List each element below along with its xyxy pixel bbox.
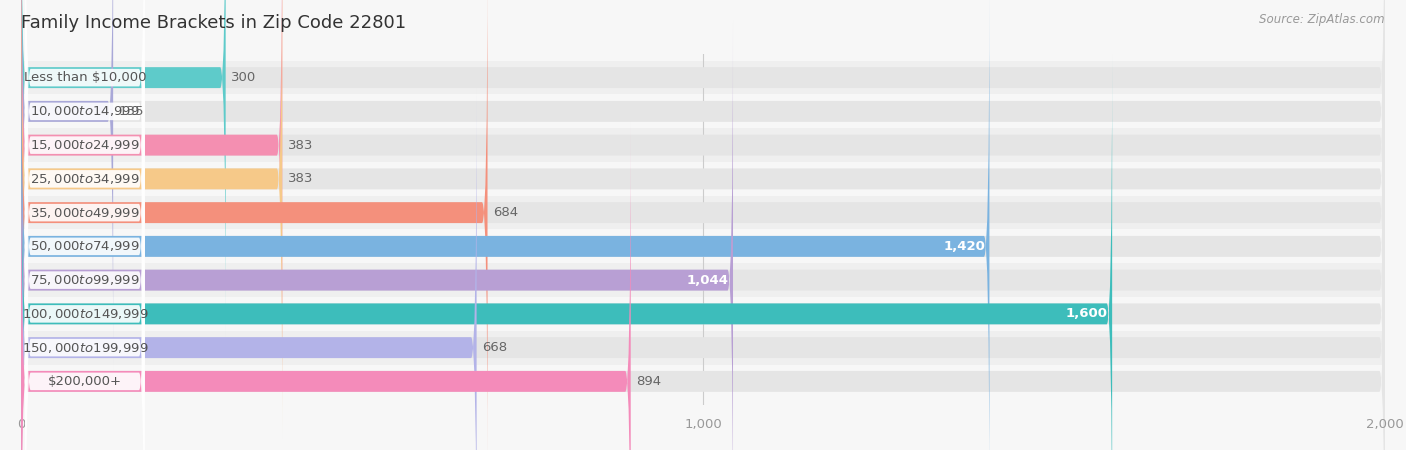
Bar — [21, 331, 1385, 364]
FancyBboxPatch shape — [21, 122, 1385, 450]
FancyBboxPatch shape — [21, 0, 488, 450]
Text: Less than $10,000: Less than $10,000 — [24, 71, 146, 84]
Text: 383: 383 — [288, 139, 314, 152]
FancyBboxPatch shape — [21, 88, 1385, 450]
Bar — [21, 263, 1385, 297]
FancyBboxPatch shape — [25, 86, 145, 450]
Bar — [21, 61, 1385, 94]
FancyBboxPatch shape — [21, 54, 1385, 450]
Text: $75,000 to $99,999: $75,000 to $99,999 — [30, 273, 139, 287]
FancyBboxPatch shape — [21, 0, 1385, 337]
Text: Source: ZipAtlas.com: Source: ZipAtlas.com — [1260, 14, 1385, 27]
Text: $15,000 to $24,999: $15,000 to $24,999 — [30, 138, 139, 152]
Bar — [21, 230, 1385, 263]
Text: 1,044: 1,044 — [688, 274, 728, 287]
Text: 135: 135 — [118, 105, 143, 118]
Text: 383: 383 — [288, 172, 314, 185]
FancyBboxPatch shape — [21, 0, 1385, 405]
Text: $150,000 to $199,999: $150,000 to $199,999 — [21, 341, 148, 355]
Text: 1,600: 1,600 — [1066, 307, 1108, 320]
Text: $50,000 to $74,999: $50,000 to $74,999 — [30, 239, 139, 253]
Text: 300: 300 — [231, 71, 256, 84]
FancyBboxPatch shape — [25, 0, 145, 406]
FancyBboxPatch shape — [21, 0, 112, 371]
Bar — [21, 196, 1385, 230]
FancyBboxPatch shape — [21, 0, 226, 337]
Text: $10,000 to $14,999: $10,000 to $14,999 — [30, 104, 139, 118]
FancyBboxPatch shape — [21, 21, 1385, 450]
Text: $200,000+: $200,000+ — [48, 375, 122, 388]
FancyBboxPatch shape — [25, 0, 145, 339]
FancyBboxPatch shape — [21, 54, 1112, 450]
FancyBboxPatch shape — [25, 0, 145, 450]
FancyBboxPatch shape — [21, 0, 1385, 450]
FancyBboxPatch shape — [21, 0, 283, 405]
Text: 894: 894 — [636, 375, 661, 388]
FancyBboxPatch shape — [21, 0, 1385, 450]
Text: $35,000 to $49,999: $35,000 to $49,999 — [30, 206, 139, 220]
Text: 1,420: 1,420 — [943, 240, 986, 253]
Bar — [21, 162, 1385, 196]
FancyBboxPatch shape — [25, 0, 145, 373]
Text: Family Income Brackets in Zip Code 22801: Family Income Brackets in Zip Code 22801 — [21, 14, 406, 32]
Bar — [21, 94, 1385, 128]
FancyBboxPatch shape — [25, 120, 145, 450]
FancyBboxPatch shape — [21, 0, 1385, 438]
FancyBboxPatch shape — [25, 19, 145, 450]
FancyBboxPatch shape — [25, 0, 145, 440]
FancyBboxPatch shape — [25, 0, 145, 450]
FancyBboxPatch shape — [21, 21, 733, 450]
Bar — [21, 364, 1385, 398]
Text: 684: 684 — [494, 206, 517, 219]
FancyBboxPatch shape — [21, 0, 283, 438]
FancyBboxPatch shape — [21, 122, 631, 450]
FancyBboxPatch shape — [21, 88, 477, 450]
FancyBboxPatch shape — [21, 0, 990, 450]
FancyBboxPatch shape — [25, 53, 145, 450]
Text: $25,000 to $34,999: $25,000 to $34,999 — [30, 172, 139, 186]
Bar — [21, 297, 1385, 331]
Bar — [21, 128, 1385, 162]
Text: 668: 668 — [482, 341, 508, 354]
FancyBboxPatch shape — [21, 0, 1385, 371]
Text: $100,000 to $149,999: $100,000 to $149,999 — [21, 307, 148, 321]
